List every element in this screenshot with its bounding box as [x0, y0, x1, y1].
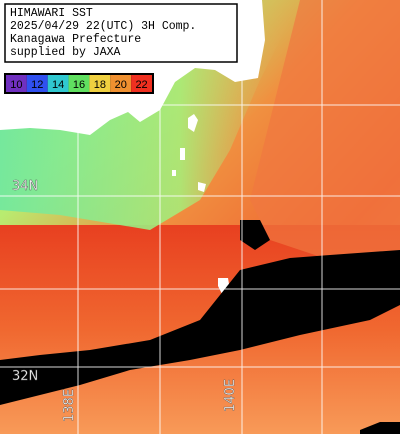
color-swatch [47, 75, 69, 92]
color-swatch [110, 75, 132, 92]
header-line: supplied by JAXA [10, 46, 121, 59]
longitude-label: 138E [62, 389, 77, 422]
colorbar-label: 12 [31, 79, 43, 91]
header-line: 2025/04/29 22(UTC) 3H Comp. [10, 20, 196, 33]
header-line: HIMAWARI SST [10, 7, 93, 20]
colorbar-label: 18 [94, 79, 106, 91]
color-swatch [26, 75, 48, 92]
color-swatch [6, 75, 27, 92]
colorbar-label: 16 [73, 79, 85, 91]
cloud [240, 220, 270, 250]
colorbar-label: 10 [10, 79, 22, 91]
latitude-label: 34N [12, 179, 38, 194]
cloud [360, 422, 400, 434]
latitude-label: 32N [12, 369, 38, 384]
color-swatch [131, 75, 152, 92]
color-swatch [89, 75, 111, 92]
color-swatch [68, 75, 90, 92]
warm-water [250, 0, 400, 300]
colorbar-label: 22 [135, 79, 147, 91]
colorbar: 10 12 14 16 18 20 22 [4, 73, 154, 94]
colorbar-label: 14 [52, 79, 64, 91]
header-line: Kanagawa Prefecture [10, 33, 141, 46]
header-box [4, 3, 238, 63]
colorbar-label: 20 [115, 79, 127, 91]
longitude-label: 140E [223, 379, 238, 412]
